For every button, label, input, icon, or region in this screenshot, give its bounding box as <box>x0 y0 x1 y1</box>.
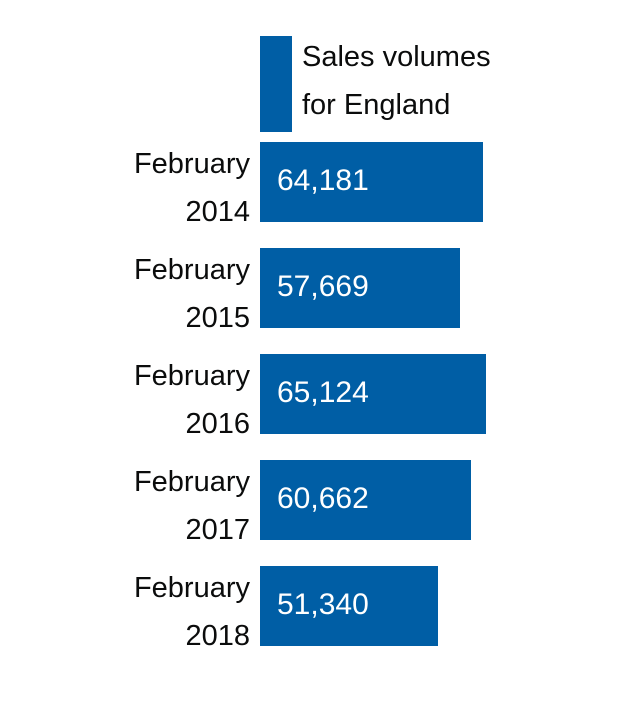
legend-label-line-2: for England <box>302 89 450 121</box>
bar-2015 <box>260 248 460 328</box>
value-label-2018: 51,340 <box>277 588 369 621</box>
category-label-month-2015: February <box>134 254 251 286</box>
chart-legend: Sales volumes for England <box>260 36 491 132</box>
category-label-month-2014: February <box>134 148 251 180</box>
bar-2014 <box>260 142 483 222</box>
value-label-2017: 60,662 <box>277 482 369 515</box>
value-label-2016: 65,124 <box>277 376 369 409</box>
category-label-month-2017: February <box>134 466 251 498</box>
category-label-year-2014: 2014 <box>185 196 250 228</box>
value-label-2014: 64,181 <box>277 164 369 197</box>
bar-2016 <box>260 354 486 434</box>
category-label-month-2016: February <box>134 360 251 392</box>
legend-label-line-1: Sales volumes <box>302 41 491 73</box>
category-label-year-2015: 2015 <box>185 302 250 334</box>
value-label-2015: 57,669 <box>277 270 369 303</box>
bar-2017 <box>260 460 471 540</box>
bar-2018 <box>260 566 438 646</box>
category-label-month-2018: February <box>134 572 251 604</box>
legend-swatch <box>260 36 292 132</box>
category-label-year-2018: 2018 <box>185 620 250 652</box>
bar-group: February 2014 64,181 February 2015 57,669 Febr… <box>134 142 486 652</box>
category-label-year-2016: 2016 <box>185 408 250 440</box>
category-label-year-2017: 2017 <box>185 514 250 546</box>
